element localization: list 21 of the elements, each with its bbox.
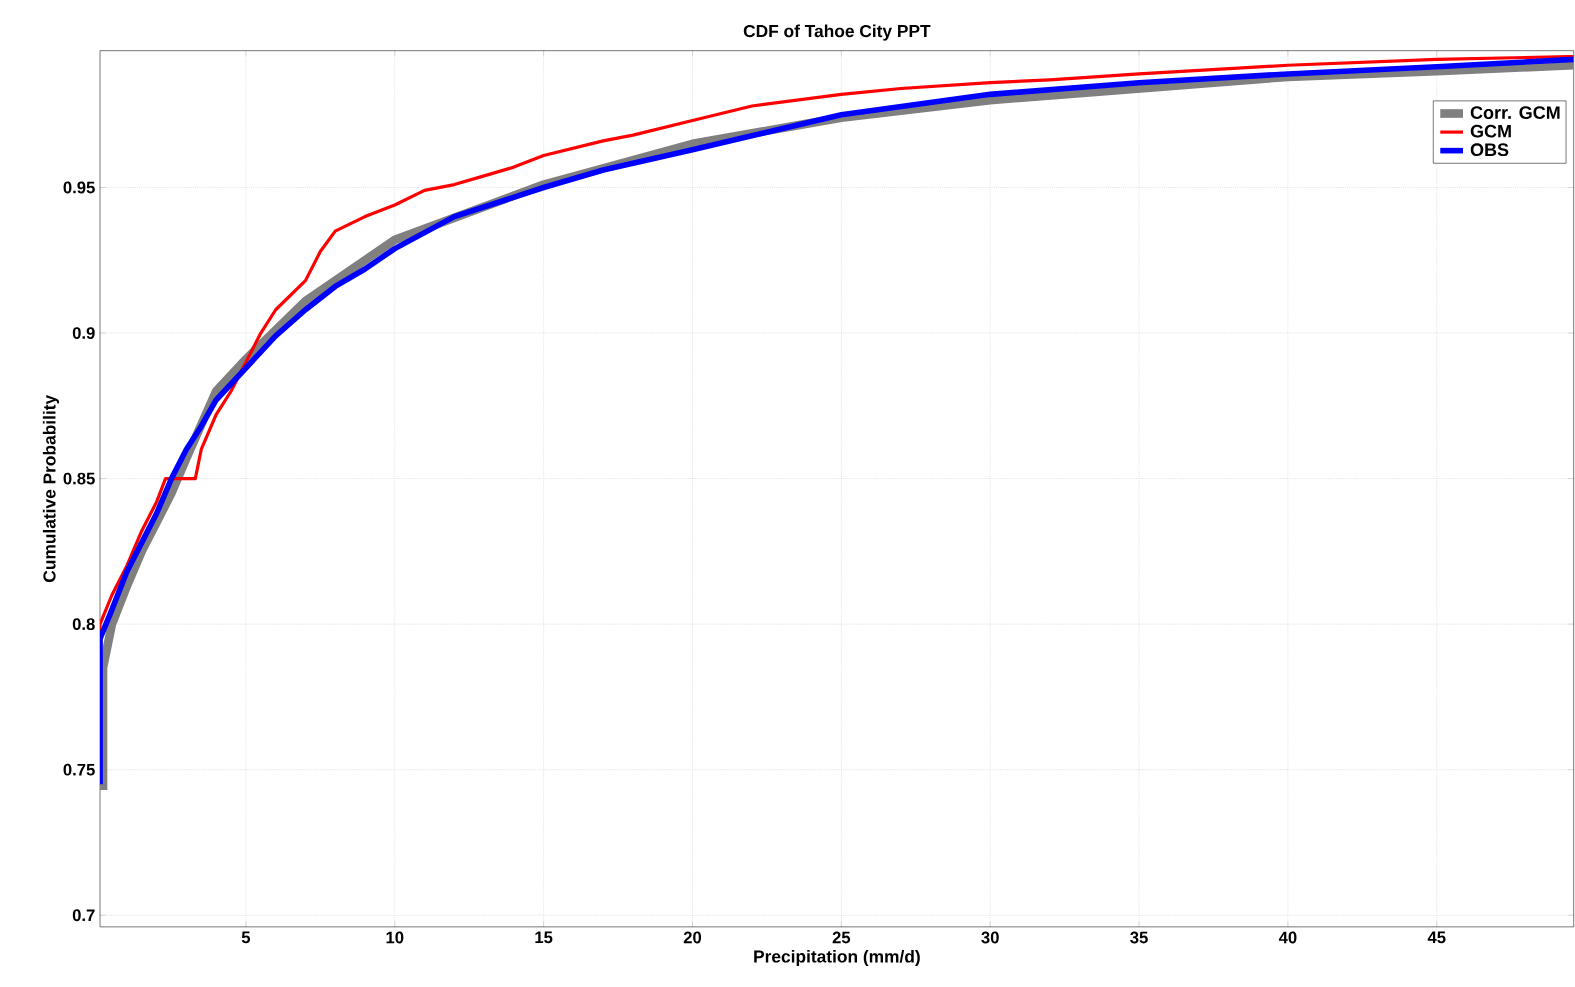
x-tick-label: 20 — [683, 931, 702, 944]
x-tick-label: 40 — [1278, 931, 1297, 944]
x-tick-label: 10 — [386, 931, 404, 944]
x-tick-label: 25 — [832, 931, 851, 944]
y-tick-label: 0.85 — [63, 472, 95, 485]
y-tick-label: 0.95 — [63, 181, 95, 194]
legend-label: Corr. GCM — [1470, 106, 1560, 120]
legend-label: GCM — [1470, 124, 1511, 138]
x-tick-label: 5 — [241, 931, 251, 944]
y-tick-label: 0.7 — [72, 909, 95, 922]
y-tick-label: 0.9 — [72, 327, 95, 339]
x-tick-label: 45 — [1427, 931, 1446, 944]
x-tick-label: 30 — [981, 931, 999, 944]
y-tick-label: 0.75 — [63, 763, 95, 776]
y-tick-label: 0.8 — [72, 618, 95, 631]
legend-label: OBS — [1470, 143, 1509, 157]
y-axis-title: Cumulative Probability — [42, 394, 60, 583]
x-tick-label: 35 — [1130, 931, 1148, 944]
x-axis-title: Precipitation (mm/d) — [754, 949, 920, 967]
chart-title: CDF of Tahoe City PPT — [743, 24, 931, 41]
x-tick-label: 15 — [535, 931, 553, 944]
